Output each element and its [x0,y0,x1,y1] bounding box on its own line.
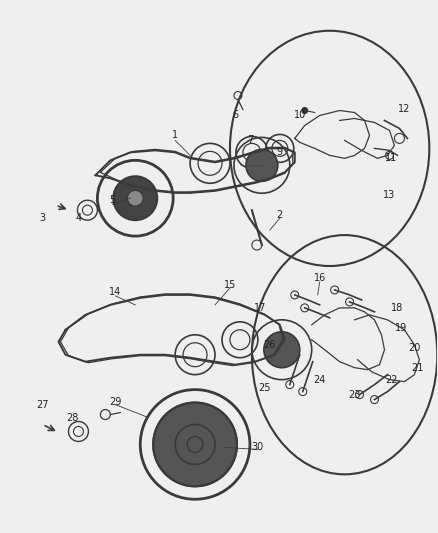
Text: 27: 27 [36,400,49,409]
Circle shape [153,402,237,486]
Text: 28: 28 [66,413,79,423]
Text: 24: 24 [314,375,326,385]
Text: 14: 14 [109,287,121,297]
Text: 9: 9 [277,147,283,157]
Text: 11: 11 [385,154,398,163]
Circle shape [302,108,308,114]
Text: 23: 23 [348,390,361,400]
Text: 26: 26 [264,340,276,350]
Text: 20: 20 [408,343,420,353]
Text: 13: 13 [383,190,396,200]
Circle shape [246,149,278,181]
Text: 30: 30 [252,442,264,453]
Text: 12: 12 [398,103,410,114]
Text: 4: 4 [75,213,81,223]
Text: 29: 29 [109,397,121,407]
Circle shape [113,176,157,220]
Text: 17: 17 [254,303,266,313]
Text: 3: 3 [39,213,46,223]
Circle shape [127,190,143,206]
Text: 25: 25 [258,383,271,393]
Text: 15: 15 [224,280,236,290]
Text: 22: 22 [385,375,398,385]
Text: 18: 18 [391,303,403,313]
Text: 7: 7 [247,135,253,146]
Text: 16: 16 [314,273,326,283]
Text: 2: 2 [277,210,283,220]
Circle shape [264,332,300,368]
Text: 10: 10 [293,110,306,120]
Text: 21: 21 [411,362,424,373]
Text: 5: 5 [109,195,116,205]
Text: 6: 6 [232,110,238,120]
Text: 19: 19 [395,323,407,333]
Text: 1: 1 [172,131,178,140]
